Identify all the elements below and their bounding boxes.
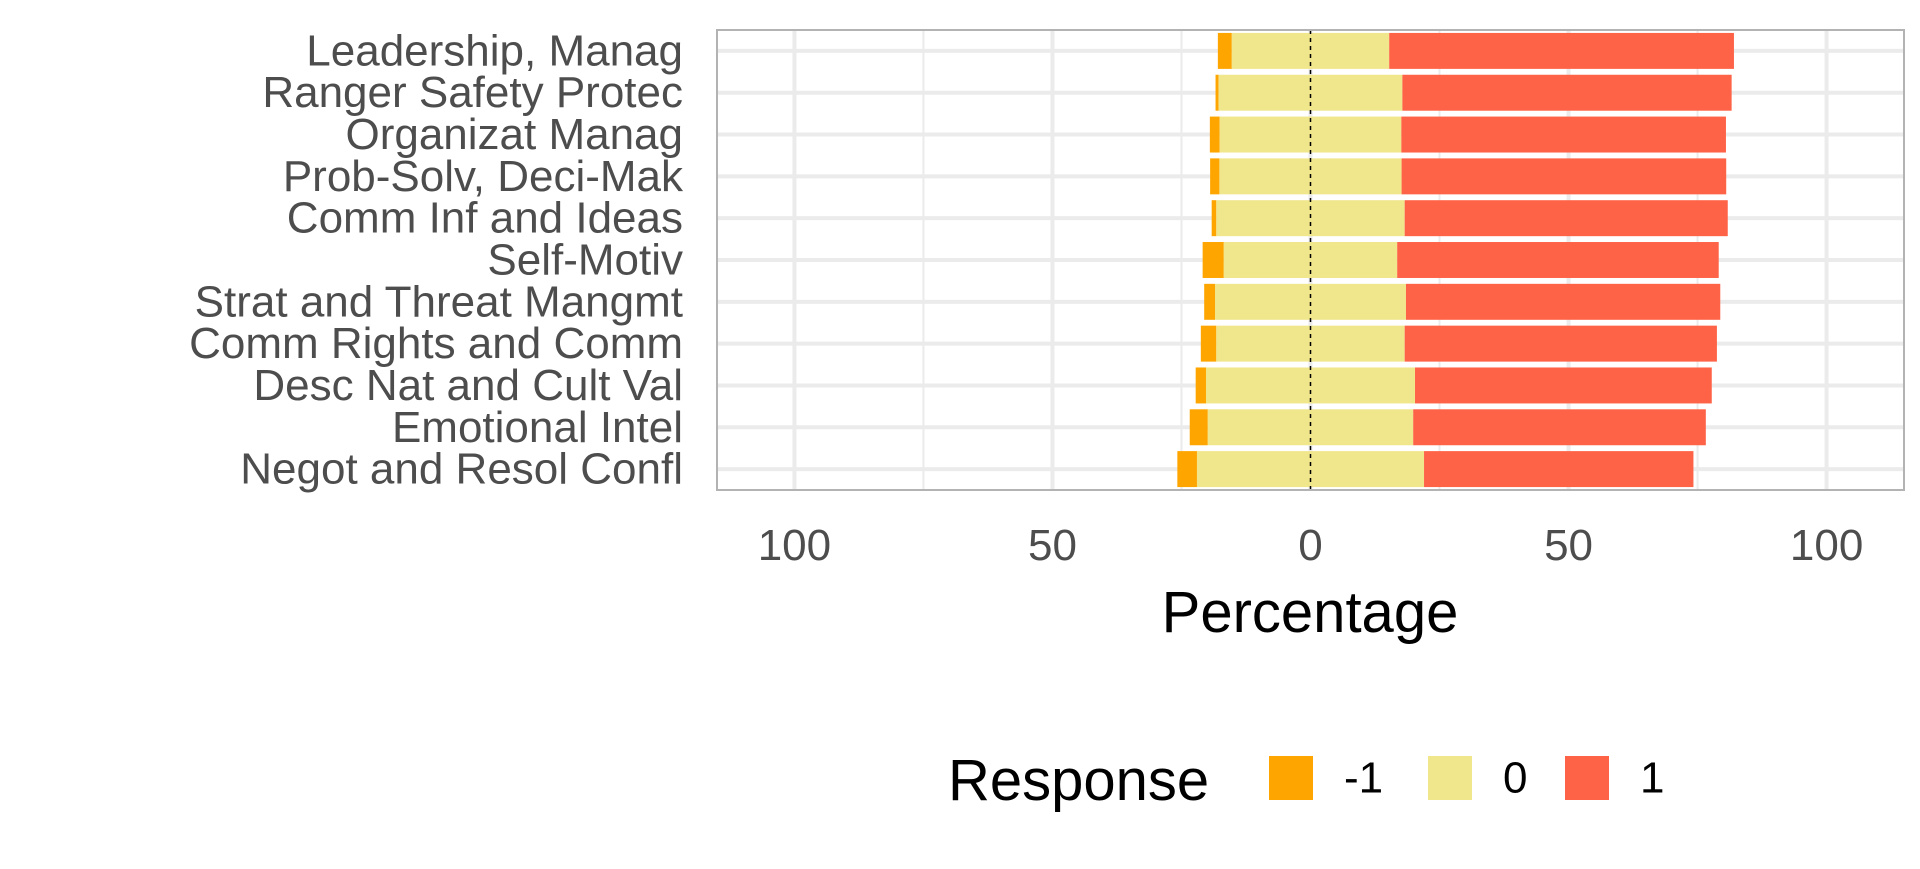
x-tick-label: 50: [1544, 521, 1593, 570]
category-label: Desc Nat and Cult Val: [253, 361, 683, 410]
bar-segment-negative: [1204, 283, 1216, 320]
bar-segment-negative: [1189, 409, 1208, 446]
legend-label: -1: [1344, 754, 1383, 803]
bar-segment-positive: [1401, 116, 1726, 153]
category-label: Prob-Solv, Deci-Mak: [283, 152, 684, 201]
bar-segment-positive: [1404, 200, 1728, 237]
legend-swatch: [1565, 756, 1609, 800]
category-label: Negot and Resol Confl: [240, 445, 683, 494]
bar-segment-positive: [1397, 242, 1719, 278]
category-label: Comm Inf and Ideas: [287, 194, 683, 243]
category-label: Comm Rights and Comm: [189, 319, 683, 368]
bar-segment-negative: [1200, 325, 1217, 362]
legend: Response -1 0 1: [948, 748, 1664, 813]
bars: [1177, 32, 1734, 488]
category-label: Strat and Threat Mangmt: [195, 277, 683, 326]
category-label: Ranger Safety Protec: [262, 68, 683, 117]
bar-segment-negative: [1202, 242, 1224, 278]
bar-segment-positive: [1424, 451, 1694, 488]
x-tick-label: 100: [1790, 521, 1863, 570]
x-axis-label: Percentage: [1162, 580, 1459, 645]
legend-label: 1: [1640, 754, 1664, 803]
bar-segment-positive: [1413, 409, 1706, 446]
legend-swatch: [1269, 756, 1313, 800]
bar-segment-negative: [1211, 200, 1217, 237]
bar-segment-positive: [1389, 32, 1734, 69]
bar-segment-positive: [1415, 367, 1712, 404]
legend-title: Response: [948, 748, 1209, 813]
legend-swatch: [1428, 756, 1472, 800]
bar-segment-negative: [1217, 32, 1232, 69]
bar-segment-negative: [1210, 158, 1220, 195]
x-tick-label: 0: [1298, 521, 1322, 570]
bar-segment-negative: [1215, 74, 1219, 111]
panel-border: [716, 29, 1905, 491]
bar-segment-negative: [1195, 367, 1206, 404]
legend-items: -1 0 1: [1269, 754, 1664, 803]
category-label: Self-Motiv: [487, 236, 683, 285]
x-tick-labels: 100 50 0 50 100: [758, 521, 1864, 570]
category-label: Emotional Intel: [392, 403, 683, 452]
category-label: Leadership, Manag: [306, 26, 683, 75]
x-tick-label: 100: [758, 521, 831, 570]
bar-segment-positive: [1402, 74, 1732, 111]
x-tick-label: 50: [1028, 521, 1077, 570]
bar-segment-negative: [1209, 116, 1220, 153]
bar-segment-positive: [1405, 283, 1721, 320]
category-label: Organizat Manag: [345, 110, 683, 159]
bar-segment-negative: [1177, 451, 1197, 488]
bar-segment-positive: [1404, 325, 1717, 362]
bar-segment-positive: [1401, 158, 1727, 195]
legend-label: 0: [1503, 754, 1527, 803]
